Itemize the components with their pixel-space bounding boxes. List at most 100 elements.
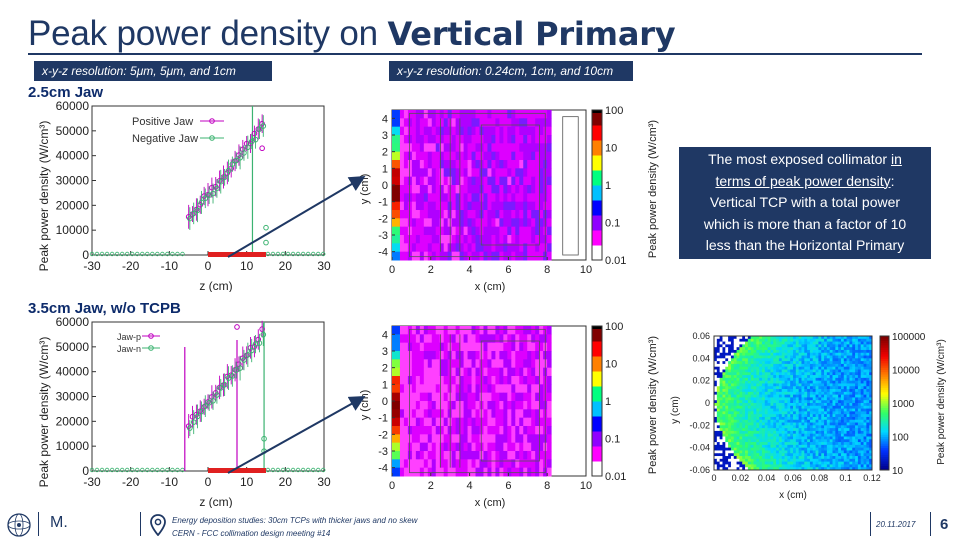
fine-map-cell xyxy=(852,439,856,443)
fine-map-cell xyxy=(784,428,788,432)
fine-map-cell xyxy=(750,436,754,440)
fine-map-cell xyxy=(807,403,811,407)
map-cell xyxy=(503,176,508,186)
map-cell xyxy=(407,160,413,169)
map-cell xyxy=(483,160,488,169)
footer-divider-4 xyxy=(930,512,931,536)
fine-map-cell xyxy=(781,439,785,443)
fine-map-cell xyxy=(824,442,828,446)
fine-map-cell xyxy=(824,375,828,379)
fine-map-cell xyxy=(804,366,808,370)
fine-map-cell xyxy=(795,380,800,384)
fine-map-cell xyxy=(776,464,780,468)
fine-map-cell xyxy=(807,430,811,435)
map-cell xyxy=(439,143,445,153)
colorbar-cell xyxy=(592,336,602,339)
map-cell xyxy=(451,376,457,385)
callout-line-3: Vertical TCP with a total power xyxy=(709,194,901,210)
fine-map-cell xyxy=(824,349,828,354)
fine-map-cell xyxy=(826,453,831,457)
data-point xyxy=(225,167,232,174)
fine-map-cell xyxy=(832,425,836,429)
map-cell xyxy=(471,451,477,460)
fine-map-cell xyxy=(855,428,859,432)
map-cell xyxy=(435,251,441,261)
fine-map-cell xyxy=(815,458,819,463)
map-cell xyxy=(527,176,532,186)
fine-map-cell xyxy=(778,425,783,429)
fine-map-cell xyxy=(725,394,729,398)
map-cell xyxy=(411,409,417,419)
fine-map-cell xyxy=(832,383,836,387)
fine-map-cell xyxy=(849,341,853,345)
map-cell xyxy=(399,417,405,427)
fine-map-cell xyxy=(739,414,743,418)
colorbar-cell xyxy=(592,466,602,469)
map-cell xyxy=(547,135,552,144)
fine-map-cell xyxy=(778,380,783,384)
fine-map-cell xyxy=(863,383,867,387)
fine-map-cell xyxy=(866,397,870,401)
fine-map-cell xyxy=(793,341,797,345)
map-cell xyxy=(531,384,536,394)
fine-map-cell xyxy=(855,444,859,449)
map-cell xyxy=(403,367,409,377)
map-cell xyxy=(547,326,552,335)
map-cell xyxy=(507,226,512,236)
fine-map-cell xyxy=(843,425,848,429)
fine-map-cell xyxy=(849,403,853,407)
fine-map-cell xyxy=(759,436,763,440)
map-cell xyxy=(547,417,552,427)
fine-map-cell xyxy=(761,355,766,359)
fine-map-cell xyxy=(832,336,836,340)
fine-map-cell xyxy=(742,383,746,387)
fine-map-cell xyxy=(716,450,721,454)
fine-map-cell xyxy=(835,386,839,390)
map-cell xyxy=(523,417,528,427)
fine-map-cell xyxy=(739,361,743,365)
map-cell xyxy=(475,376,480,385)
map-cell xyxy=(491,193,496,203)
fine-map-cell xyxy=(843,436,848,440)
map-cell xyxy=(475,126,480,136)
xtick-label: 6 xyxy=(505,480,511,492)
map-cell xyxy=(507,426,512,435)
fine-map-cell xyxy=(773,366,777,370)
map-cell xyxy=(427,384,433,394)
fine-map-cell xyxy=(767,439,771,443)
map-cell xyxy=(471,409,477,419)
map-cell xyxy=(491,118,496,128)
colorbar-cell xyxy=(592,140,602,143)
map-cell xyxy=(499,342,504,352)
fine-map-cell xyxy=(846,336,850,340)
map-cell xyxy=(423,417,429,427)
fine-map-cell xyxy=(730,397,735,401)
map-cell xyxy=(399,409,405,419)
fine-map-cell xyxy=(722,447,726,451)
map-cell xyxy=(523,392,528,402)
map-cell xyxy=(407,168,413,178)
fine-map-cell xyxy=(761,358,766,362)
fine-map-cell xyxy=(764,444,769,449)
fine-map-cell xyxy=(739,352,743,356)
map-cell xyxy=(427,451,433,460)
fine-map-cell xyxy=(852,389,856,393)
fine-map-cell xyxy=(798,372,802,376)
map-cell xyxy=(535,243,540,253)
fine-map-cell xyxy=(756,338,760,342)
map-cell xyxy=(427,151,433,161)
fine-map-cell xyxy=(759,358,763,362)
map-cell xyxy=(431,168,437,178)
map-cell xyxy=(511,151,516,161)
fine-map-cell xyxy=(818,422,822,426)
map-cell xyxy=(411,226,417,236)
structure-outline xyxy=(562,116,579,256)
fine-map-cell xyxy=(767,358,771,362)
fine-map-cell xyxy=(849,422,853,426)
fine-map-cell xyxy=(784,347,788,351)
fine-map-cell xyxy=(764,456,769,460)
map-cell xyxy=(463,226,469,236)
map-cell xyxy=(511,193,516,203)
baseline-point xyxy=(130,467,135,473)
map-cell xyxy=(451,326,457,335)
